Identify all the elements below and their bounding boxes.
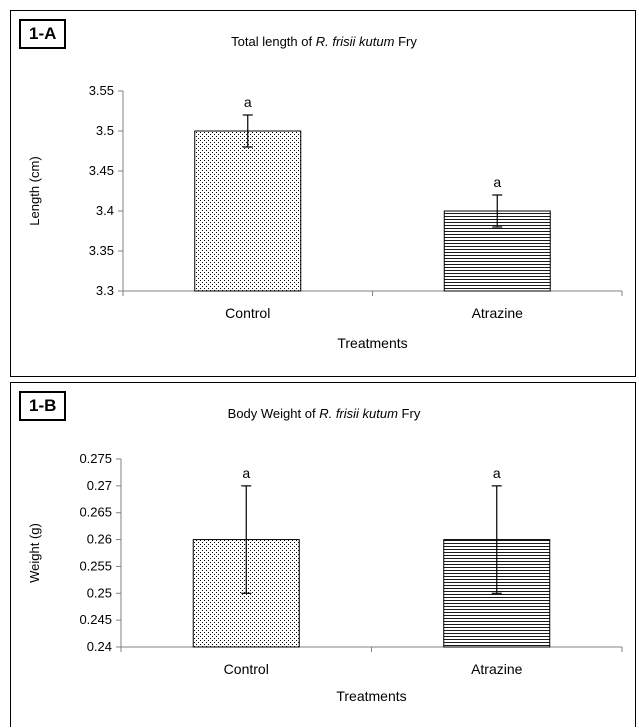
y-tick-label: 0.26 [87, 532, 112, 547]
significance-label: a [242, 465, 250, 481]
panel-label: 1-B [19, 391, 67, 421]
category-label: Control [224, 661, 269, 677]
y-tick-label: 3.3 [96, 283, 114, 298]
title-prefix: Body Weight of [227, 406, 320, 421]
bar [194, 130, 302, 292]
y-tick-label: 0.27 [87, 478, 112, 493]
y-axis-title: Length (cm) [27, 156, 42, 225]
x-axis-title: Treatments [336, 688, 406, 704]
y-tick-label: 0.255 [79, 558, 112, 573]
category-label: Atrazine [471, 661, 523, 677]
significance-label: a [493, 174, 501, 190]
title-species: R. frisii kutum [315, 34, 395, 49]
y-tick-label: 3.35 [89, 243, 114, 258]
chart-title: Total length of R. frisii kutum Fry [11, 34, 637, 50]
category-label: Atrazine [472, 305, 524, 321]
y-tick-label: 0.245 [79, 612, 112, 627]
chart-panel-1a: 1-A Total length of R. frisii kutum Fry … [10, 10, 636, 377]
chart-title: Body Weight of R. frisii kutum Fry [11, 406, 637, 422]
title-species: R. frisii kutum [319, 406, 398, 421]
bar-chart-weight: 0.24 0.245 0.25 0.255 0.26 0.265 0.27 0.275 a Con… [27, 451, 623, 704]
title-suffix: Fry [397, 406, 421, 421]
y-tick-label: 3.5 [96, 123, 114, 138]
y-tick-label: 3.55 [89, 83, 114, 98]
category-label: Control [225, 305, 270, 321]
title-prefix: Total length of [231, 34, 316, 49]
y-tick-label: 0.275 [79, 451, 112, 466]
chart-panel-1b: 1-B Body Weight of R. frisii kutum Fry 0… [10, 382, 636, 727]
y-tick-label: 3.45 [89, 163, 114, 178]
title-suffix: Fry [394, 34, 417, 49]
y-tick-label: 0.25 [87, 585, 112, 600]
significance-label: a [493, 465, 501, 481]
significance-label: a [244, 94, 252, 110]
x-axis-title: Treatments [337, 335, 407, 351]
y-tick-label: 0.265 [79, 505, 112, 520]
y-axis-title: Weight (g) [27, 523, 42, 583]
y-tick-label: 3.4 [96, 203, 114, 218]
bar-chart-length: 3.3 3.35 3.4 3.45 3.5 3.55 a Control a Atrazine Tr… [27, 83, 623, 351]
panel-label: 1-A [19, 19, 67, 49]
y-tick-label: 0.24 [87, 639, 112, 654]
